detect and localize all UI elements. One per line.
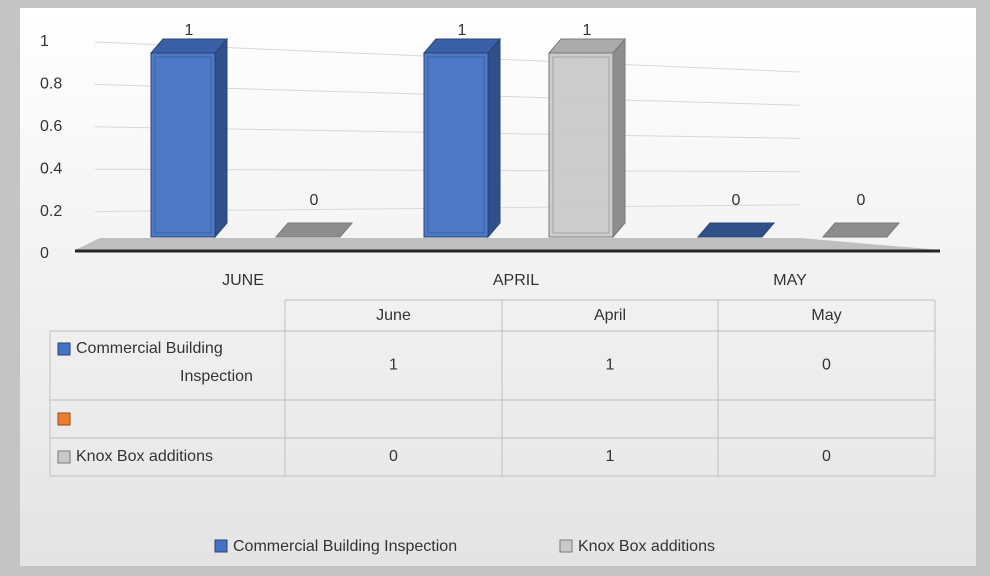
bar	[548, 52, 614, 238]
bar	[423, 52, 489, 238]
legend-label: Knox Box additions	[578, 538, 715, 555]
table-header: June	[376, 307, 411, 324]
table-row-label: Knox Box additions	[76, 448, 213, 465]
bar-side	[487, 37, 501, 239]
y-tick-label: 0	[40, 245, 49, 262]
table-cell: 1	[606, 448, 615, 465]
bar-side	[612, 37, 626, 239]
bar-side	[214, 37, 228, 239]
table-cell: 1	[606, 357, 615, 374]
data-label: 0	[732, 192, 741, 209]
data-label: 1	[458, 22, 467, 39]
table-header: April	[594, 307, 626, 324]
y-tick-label: 0.6	[40, 118, 62, 135]
bar	[696, 222, 776, 238]
data-label: 1	[185, 22, 194, 39]
data-label: 0	[310, 192, 319, 209]
y-tick-label: 0.8	[40, 76, 62, 93]
bar	[821, 222, 901, 238]
table-row-label: Commercial Building Inspection	[76, 340, 253, 385]
x-tick-label: APRIL	[493, 272, 539, 289]
y-tick-label: 0.2	[40, 203, 62, 220]
bar-top	[149, 38, 229, 54]
legend-label: Commercial Building Inspection	[233, 538, 457, 555]
bar-inner	[154, 56, 212, 234]
bar-inner	[552, 56, 610, 234]
x-tick-label: MAY	[773, 272, 807, 289]
table-header: May	[811, 307, 841, 324]
x-tick-label: JUNE	[222, 272, 264, 289]
bar	[274, 222, 354, 238]
legend-swatch	[214, 539, 228, 553]
table-cell: 0	[822, 448, 831, 465]
legend-swatch	[559, 539, 573, 553]
table-cell: 1	[389, 357, 398, 374]
legend-swatch	[57, 342, 71, 356]
data-label: 0	[857, 192, 866, 209]
bar-top	[547, 38, 627, 54]
row-label-line: Inspection	[180, 368, 253, 385]
table-cell: 0	[389, 448, 398, 465]
y-tick-label: 0.4	[40, 160, 62, 177]
legend-swatch	[57, 412, 71, 426]
bar	[150, 52, 216, 238]
table-cell: 0	[822, 357, 831, 374]
floor	[75, 238, 940, 250]
legend-swatch	[57, 450, 71, 464]
row-label-line: Commercial Building	[76, 340, 223, 357]
bar-inner	[427, 56, 485, 234]
y-tick-label: 1	[40, 33, 49, 50]
bar-top	[422, 38, 502, 54]
data-label: 1	[583, 22, 592, 39]
